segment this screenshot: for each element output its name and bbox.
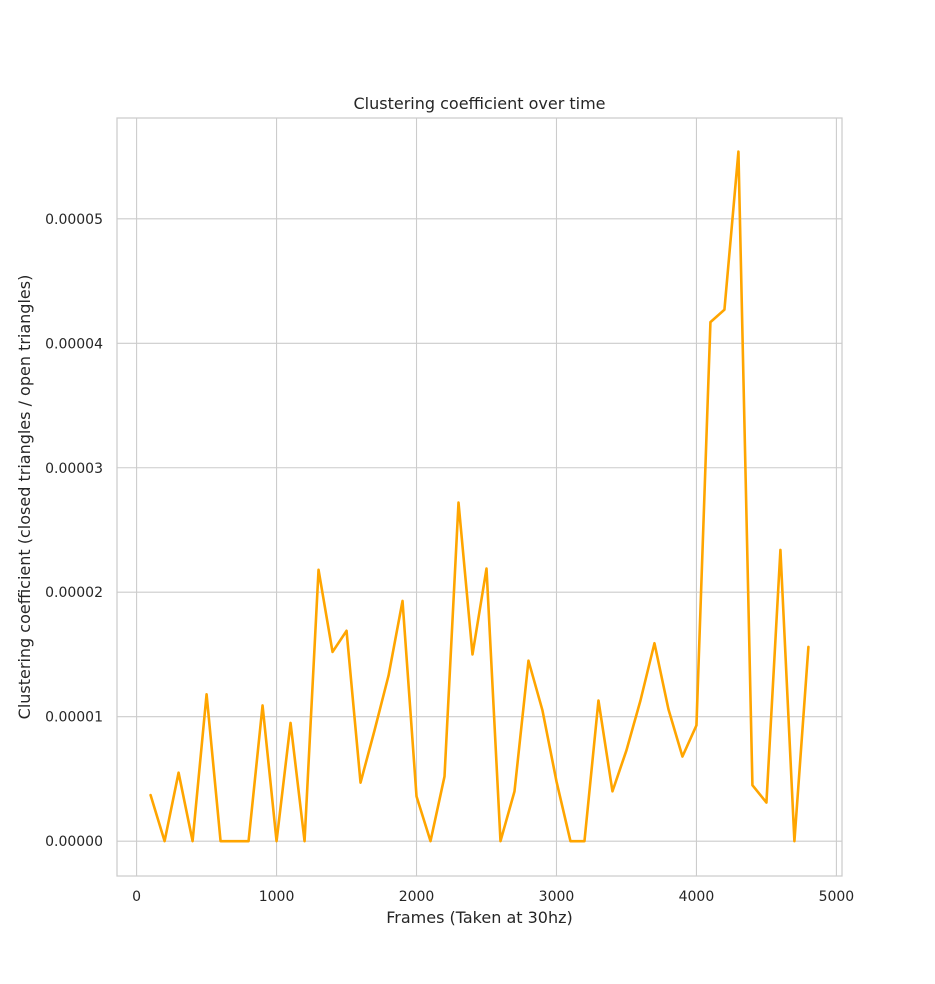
plot-area-frame <box>116 117 843 877</box>
y-tick-label: 0.00001 <box>45 710 103 726</box>
x-tick-label: 0 <box>132 889 141 905</box>
y-axis-label: Clustering coefficient (closed triangles… <box>15 275 34 720</box>
series-layer <box>149 150 810 843</box>
y-tick-label: 0.00004 <box>45 336 103 352</box>
series-line <box>149 150 810 843</box>
y-tick-label: 0.00005 <box>45 212 103 228</box>
y-axis-ticks: 0.00000 0.00001 0.00002 0.00003 0.00004 0.000… <box>45 212 103 850</box>
y-tick-label: 0.00003 <box>45 461 103 477</box>
chart-title: Clustering coefficient over time <box>353 94 605 113</box>
x-tick-label: 2000 <box>399 889 435 905</box>
x-tick-label: 5000 <box>819 889 855 905</box>
x-axis-label: Frames (Taken at 30hz) <box>386 908 573 927</box>
x-tick-label: 4000 <box>679 889 715 905</box>
gridlines <box>117 118 842 876</box>
y-tick-label: 0.00000 <box>45 834 103 850</box>
x-tick-label: 1000 <box>259 889 295 905</box>
y-tick-label: 0.00002 <box>45 585 103 601</box>
x-tick-label: 3000 <box>539 889 575 905</box>
x-axis-ticks: 0 1000 2000 3000 4000 5000 <box>132 889 854 905</box>
